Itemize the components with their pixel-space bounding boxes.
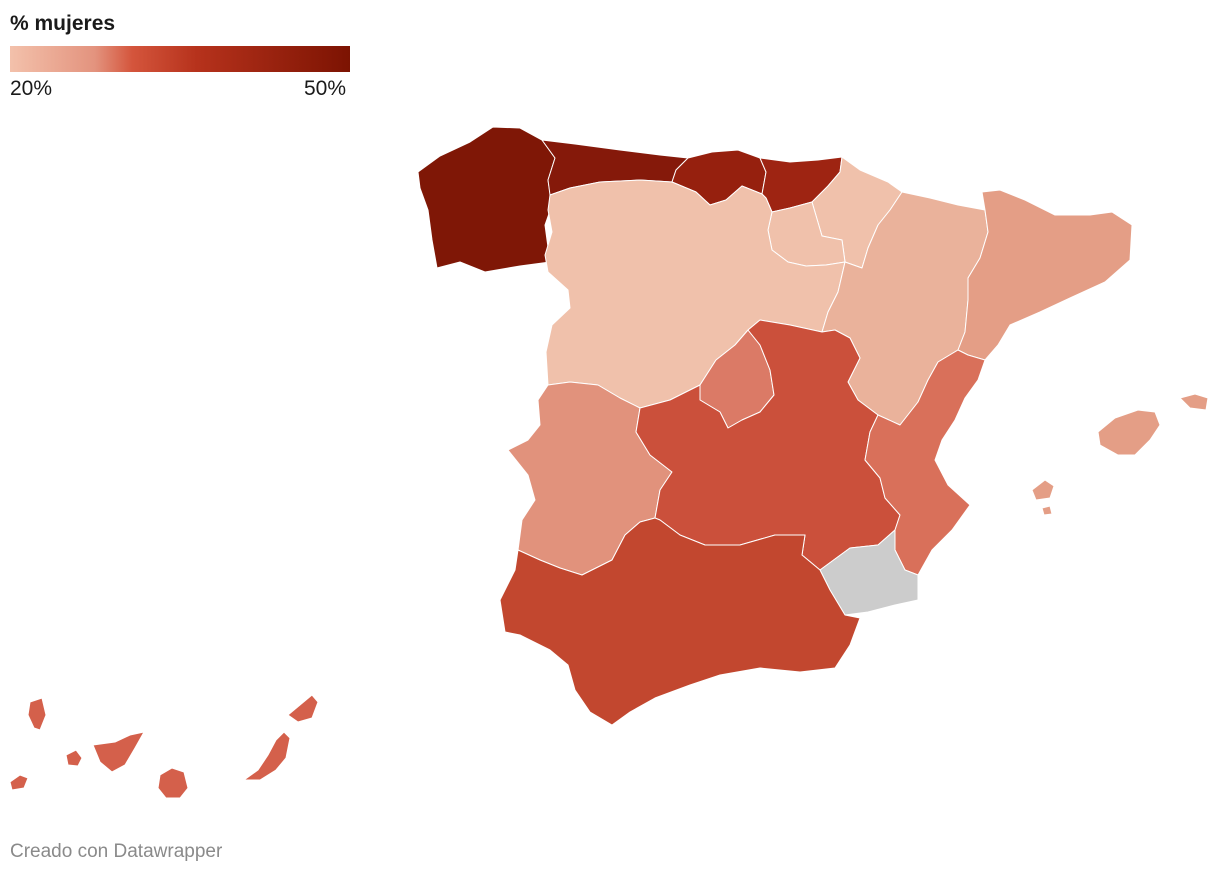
region-formentera[interactable] (1041, 505, 1053, 516)
region-el-hierro[interactable] (9, 774, 29, 791)
region-galicia[interactable] (417, 126, 556, 273)
datawrapper-credit: Creado con Datawrapper (10, 841, 223, 862)
region-tenerife[interactable] (92, 731, 145, 773)
region-ibiza[interactable] (1031, 479, 1055, 501)
legend-gradient-bar (10, 46, 350, 72)
region-gran-canaria[interactable] (157, 767, 189, 799)
region-la-gomera[interactable] (65, 749, 83, 767)
legend-min-label: 20% (10, 77, 53, 100)
region-lanzarote[interactable] (287, 694, 319, 723)
region-andalucia[interactable] (499, 517, 861, 726)
legend-title: % mujeres (10, 12, 116, 35)
region-fuerteventura[interactable] (243, 731, 291, 781)
region-la-palma[interactable] (27, 697, 47, 731)
region-cataluna[interactable] (957, 189, 1133, 361)
legend-max-label: 50% (304, 77, 347, 100)
region-menorca[interactable] (1179, 393, 1209, 411)
region-mallorca[interactable] (1097, 409, 1161, 456)
